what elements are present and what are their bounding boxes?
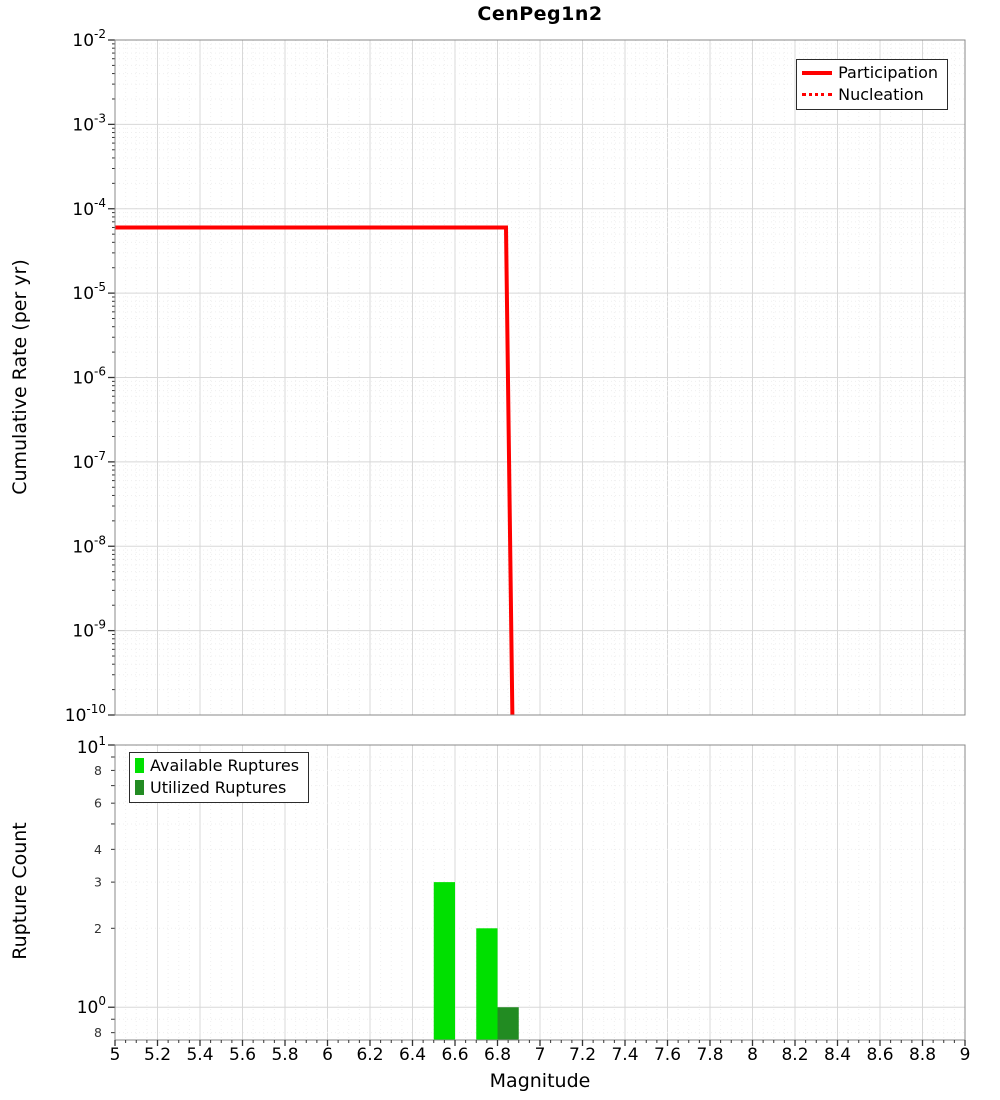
utilized-ruptures-swatch-icon: [135, 780, 144, 795]
svg-text:10-6: 10-6: [72, 365, 106, 389]
legend-item-available-ruptures: Available Ruptures: [135, 756, 299, 775]
legend-item-utilized-ruptures: Utilized Ruptures: [135, 778, 299, 797]
svg-text:4: 4: [94, 842, 102, 857]
svg-text:7: 7: [535, 1045, 546, 1065]
bottom-legend: Available Ruptures Utilized Ruptures: [129, 752, 310, 803]
svg-text:10-9: 10-9: [72, 618, 106, 642]
legend-item-participation: Participation: [802, 63, 938, 82]
legend-label-available-ruptures: Available Ruptures: [150, 756, 300, 775]
svg-text:6.2: 6.2: [356, 1045, 383, 1065]
x-axis-label: Magnitude: [489, 1070, 591, 1092]
svg-text:5: 5: [110, 1045, 121, 1065]
svg-text:100: 100: [77, 994, 106, 1018]
svg-text:8.8: 8.8: [909, 1045, 936, 1065]
svg-text:10-3: 10-3: [72, 111, 106, 135]
legend-label-participation: Participation: [838, 63, 938, 82]
svg-text:7.4: 7.4: [611, 1045, 638, 1065]
svg-text:6: 6: [322, 1045, 333, 1065]
svg-text:10-4: 10-4: [72, 196, 106, 220]
svg-text:6.6: 6.6: [441, 1045, 468, 1065]
chart-title: CenPeg1n2: [477, 3, 603, 25]
nucleation-line-icon: [802, 93, 833, 96]
svg-text:5.4: 5.4: [186, 1045, 213, 1065]
svg-text:10-8: 10-8: [72, 533, 106, 557]
legend-label-utilized-ruptures: Utilized Ruptures: [150, 778, 287, 797]
svg-text:2: 2: [94, 921, 102, 936]
svg-text:7.2: 7.2: [569, 1045, 596, 1065]
svg-text:8: 8: [747, 1045, 758, 1065]
svg-text:5.6: 5.6: [229, 1045, 256, 1065]
svg-text:8: 8: [94, 1025, 102, 1040]
svg-text:6: 6: [94, 796, 102, 811]
svg-text:6.4: 6.4: [399, 1045, 426, 1065]
svg-text:9: 9: [960, 1045, 971, 1065]
available-ruptures-swatch-icon: [135, 758, 144, 773]
svg-text:6.8: 6.8: [484, 1045, 511, 1065]
top-legend: Participation Nucleation: [796, 59, 948, 110]
svg-text:3: 3: [94, 875, 102, 890]
svg-text:5.2: 5.2: [144, 1045, 171, 1065]
legend-label-nucleation: Nucleation: [838, 85, 924, 104]
top-y-axis-label: Cumulative Rate (per yr): [9, 259, 31, 495]
svg-text:8.2: 8.2: [781, 1045, 808, 1065]
svg-text:10-2: 10-2: [72, 27, 106, 51]
svg-text:5.8: 5.8: [271, 1045, 298, 1065]
svg-text:7.8: 7.8: [696, 1045, 723, 1065]
svg-text:10-7: 10-7: [72, 449, 106, 473]
svg-text:8: 8: [94, 763, 102, 778]
legend-item-nucleation: Nucleation: [802, 85, 938, 104]
svg-text:7.6: 7.6: [654, 1045, 681, 1065]
svg-text:10-5: 10-5: [72, 280, 106, 304]
svg-text:8.6: 8.6: [866, 1045, 893, 1065]
svg-text:8.4: 8.4: [824, 1045, 851, 1065]
bottom-y-axis-label: Rupture Count: [9, 822, 31, 960]
participation-line-icon: [802, 70, 833, 75]
svg-text:10-10: 10-10: [65, 702, 106, 726]
svg-text:101: 101: [77, 734, 106, 758]
